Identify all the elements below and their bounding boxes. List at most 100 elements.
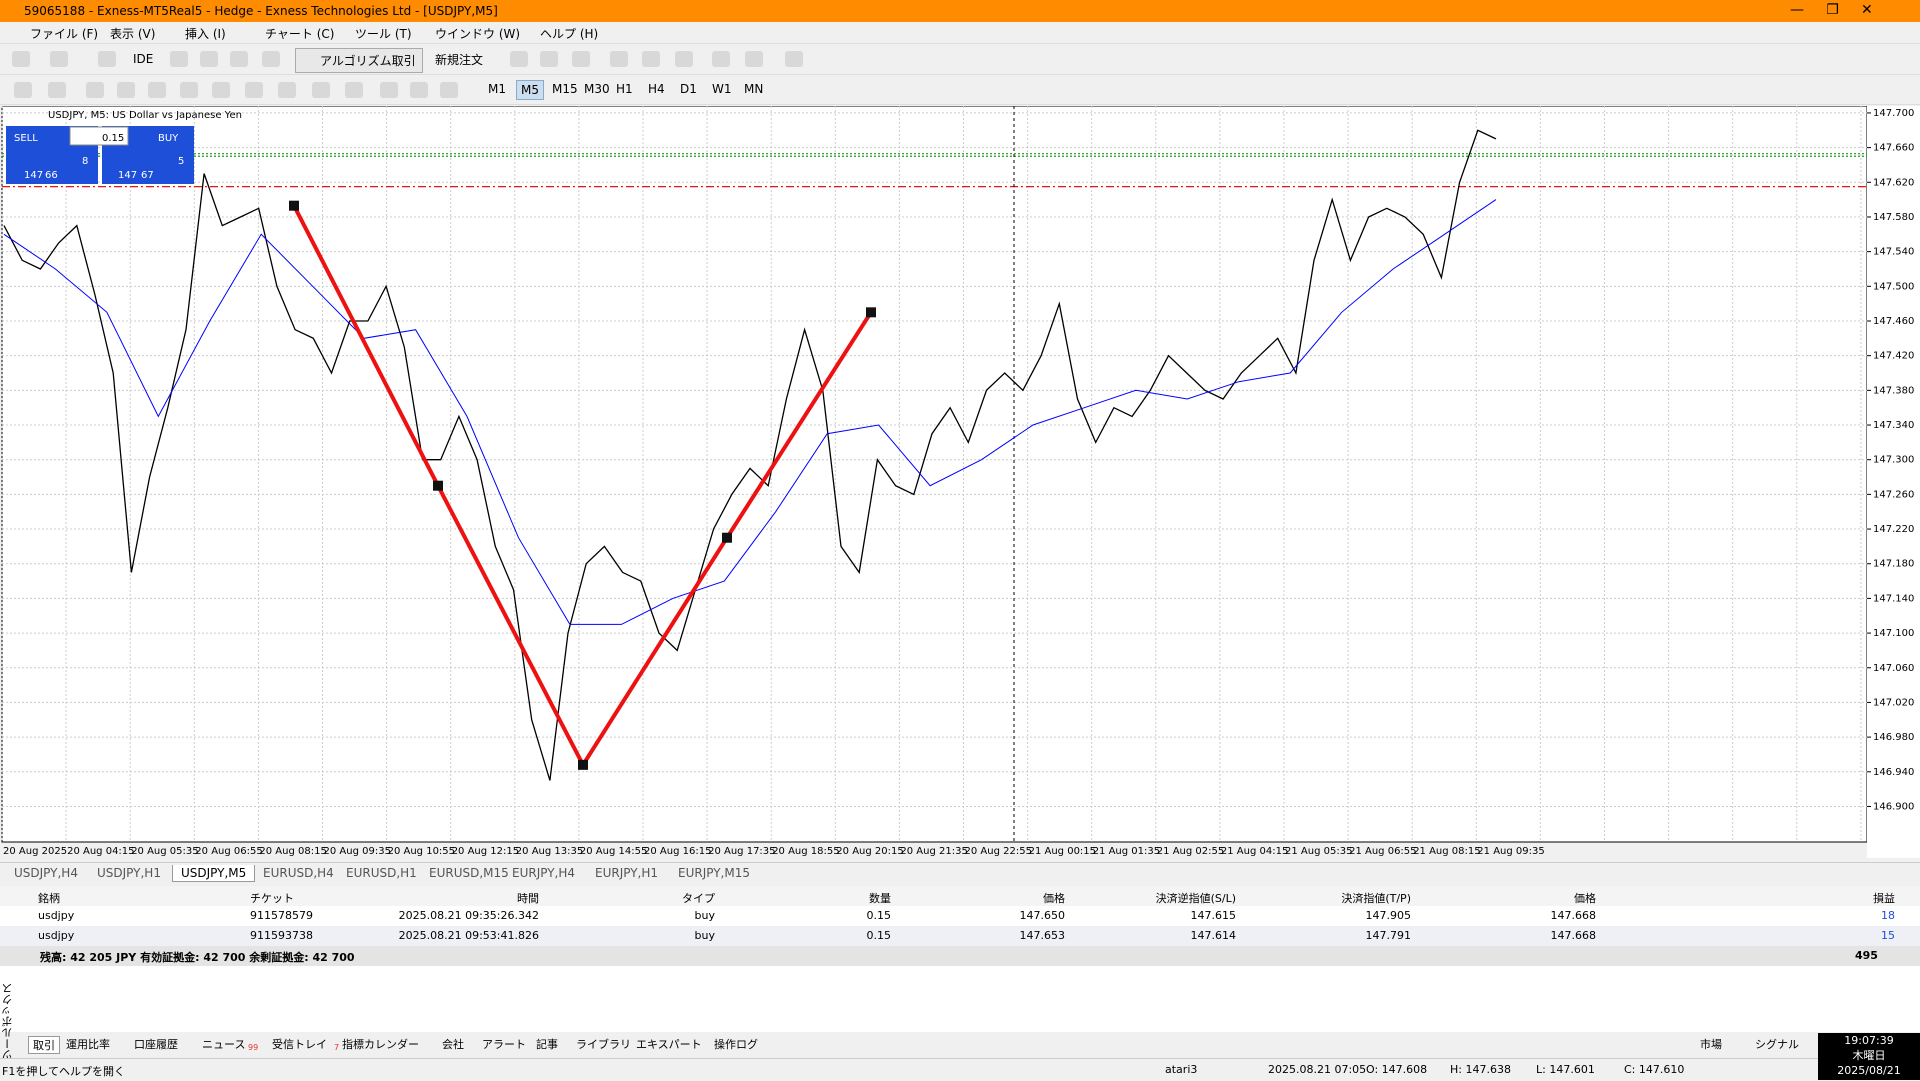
tool-icon[interactable] — [278, 82, 296, 98]
toolbar-icon[interactable] — [712, 51, 730, 67]
table-cell: 2025.08.21 09:35:26.342 — [398, 909, 539, 922]
tool-icon[interactable] — [380, 82, 398, 98]
chart-tab[interactable]: USDJPY,H1 — [97, 866, 161, 880]
toolbox-tab[interactable]: エキスパート — [636, 1038, 702, 1051]
window-controls[interactable]: — ❐ ✕ — [1790, 2, 1873, 18]
chart-tab[interactable]: USDJPY,H4 — [14, 866, 78, 880]
menu-item[interactable]: 表示 (V) — [110, 27, 156, 41]
toolbar-icon[interactable] — [572, 51, 590, 67]
zigzag-point — [578, 759, 588, 770]
plot-area — [1, 106, 1868, 843]
chart-tab[interactable]: EURUSD,M15 — [429, 866, 509, 880]
toolbar-icon[interactable] — [12, 51, 30, 67]
clock-time: 19:07:39 — [1844, 1034, 1894, 1047]
toolbox-tab[interactable]: 指標カレンダー — [342, 1038, 419, 1051]
tool-icon[interactable] — [440, 82, 458, 98]
toolbox-tab[interactable]: 運用比率 — [66, 1038, 110, 1051]
menu-item[interactable]: 挿入 (I) — [185, 27, 226, 41]
table-cell: 2025.08.21 09:53:41.826 — [398, 929, 539, 942]
tool-icon[interactable] — [148, 82, 166, 98]
new-order-button[interactable]: 新規注文 — [435, 53, 484, 67]
toolbox-table: 銘柄 チケット 時間 タイプ 数量 価格 決済逆指値(S/L) 決済指値(T/P) 価格 損益 us… — [0, 886, 1920, 1032]
y-tick-label: 147.340 — [1873, 420, 1914, 431]
tool-icon[interactable] — [117, 82, 135, 98]
toolbox-tab[interactable]: 記事 — [536, 1038, 558, 1051]
toolbar-2: M1 M5 M15 M30 H1 H4 D1 W1 MN — [0, 75, 1920, 105]
menu-item[interactable]: ヘルプ (H) — [540, 27, 599, 41]
menu-item[interactable]: ツール (T) — [355, 27, 412, 41]
x-tick-label: 20 Aug 09:35 — [324, 846, 391, 857]
tool-icon[interactable] — [180, 82, 198, 98]
status-help: F1を押してヘルプを開く — [2, 1065, 125, 1078]
ide-button[interactable]: IDE — [133, 52, 154, 66]
timeframe-button[interactable]: M1 — [488, 82, 506, 96]
menu-item[interactable]: ウインドウ (W) — [435, 27, 521, 41]
zigzag-point — [866, 307, 876, 318]
balance-text: 残高: 42 205 JPY 有効証拠金: 42 700 余剰証拠金: 42 7… — [40, 951, 355, 964]
toolbar-icon[interactable] — [230, 51, 248, 67]
tool-icon[interactable] — [245, 82, 263, 98]
timeframe-button[interactable]: D1 — [680, 82, 697, 96]
toolbox-tab[interactable]: ライブラリ — [576, 1038, 631, 1051]
toolbox-tab[interactable]: 取引 — [28, 1036, 60, 1054]
y-tick-label: 147.220 — [1873, 524, 1914, 535]
chart-tab[interactable]: EURJPY,M15 — [678, 866, 750, 880]
tool-icon[interactable] — [312, 82, 330, 98]
timeframe-button[interactable]: W1 — [712, 82, 732, 96]
timeframe-button[interactable]: M15 — [552, 82, 578, 96]
status-low: L: 147.601 — [1536, 1063, 1595, 1076]
toolbar-icon[interactable] — [262, 51, 280, 67]
timeframe-button[interactable]: MN — [744, 82, 764, 96]
toolbox-tab[interactable]: 会社 — [442, 1038, 464, 1051]
chart-tab[interactable]: USDJPY,M5 — [172, 865, 256, 882]
toolbar-icon[interactable] — [610, 51, 628, 67]
timeframe-button[interactable]: M5 — [516, 80, 544, 100]
toolbar-icon[interactable] — [745, 51, 763, 67]
signal-link[interactable]: シグナル — [1755, 1038, 1799, 1051]
tool-icon[interactable] — [212, 82, 230, 98]
toolbar-icon[interactable] — [510, 51, 528, 67]
menu-item[interactable]: チャート (C) — [265, 27, 335, 41]
toolbar-icon[interactable] — [642, 51, 660, 67]
y-tick-label: 146.980 — [1873, 732, 1914, 743]
toolbar-icon[interactable] — [675, 51, 693, 67]
toolbox-tab[interactable]: 操作ログ — [714, 1038, 758, 1051]
tool-icon[interactable] — [86, 82, 104, 98]
x-tick-label: 20 Aug 22:55 — [965, 846, 1032, 857]
toolbar-icon[interactable] — [200, 51, 218, 67]
market-link[interactable]: 市場 — [1700, 1038, 1722, 1051]
y-tick-label: 146.940 — [1873, 767, 1914, 778]
table-cell: 147.791 — [1365, 929, 1412, 942]
algo-button[interactable]: アルゴリズム取引 — [295, 48, 423, 73]
chart-tab[interactable]: EURJPY,H1 — [595, 866, 659, 880]
column-header: 銘柄 — [38, 892, 60, 905]
menu-item[interactable]: ファイル (F) — [30, 27, 99, 41]
toolbar-icon[interactable] — [50, 51, 68, 67]
tool-icon[interactable] — [410, 82, 428, 98]
lot-value: 0.15 — [102, 133, 124, 144]
x-tick-label: 20 Aug 08:15 — [259, 846, 326, 857]
timeframe-button[interactable]: H1 — [616, 82, 633, 96]
toolbox-tab[interactable]: ニュース — [202, 1038, 246, 1051]
toolbox-tab[interactable]: アラート — [482, 1038, 526, 1051]
timeframe-button[interactable]: H4 — [648, 82, 665, 96]
x-tick-label: 20 Aug 06:55 — [195, 846, 262, 857]
tool-icon[interactable] — [345, 82, 363, 98]
window-title: 59065188 - Exness-MT5Real5 - Hedge - Exn… — [24, 4, 498, 18]
chart-tab[interactable]: EURJPY,H4 — [512, 866, 576, 880]
toolbar-icon[interactable] — [170, 51, 188, 67]
toolbar-icon[interactable] — [785, 51, 803, 67]
toolbar-icon[interactable] — [540, 51, 558, 67]
toolbox-tab[interactable]: 受信トレイ — [272, 1038, 327, 1051]
timeframe-button[interactable]: M30 — [584, 82, 610, 96]
tool-icon[interactable] — [48, 82, 66, 98]
title-bar: 59065188 - Exness-MT5Real5 - Hedge - Exn… — [0, 0, 1920, 22]
tool-icon[interactable] — [14, 82, 32, 98]
total-profit: 495 — [1855, 949, 1878, 962]
chart-tab[interactable]: EURUSD,H4 — [263, 866, 334, 880]
status-open: O: 147.608 — [1366, 1063, 1428, 1076]
toolbar-icon[interactable] — [98, 51, 116, 67]
x-tick-label: 20 Aug 12:15 — [452, 846, 519, 857]
toolbox-tab[interactable]: 口座履歴 — [134, 1038, 178, 1051]
chart-tab[interactable]: EURUSD,H1 — [346, 866, 417, 880]
